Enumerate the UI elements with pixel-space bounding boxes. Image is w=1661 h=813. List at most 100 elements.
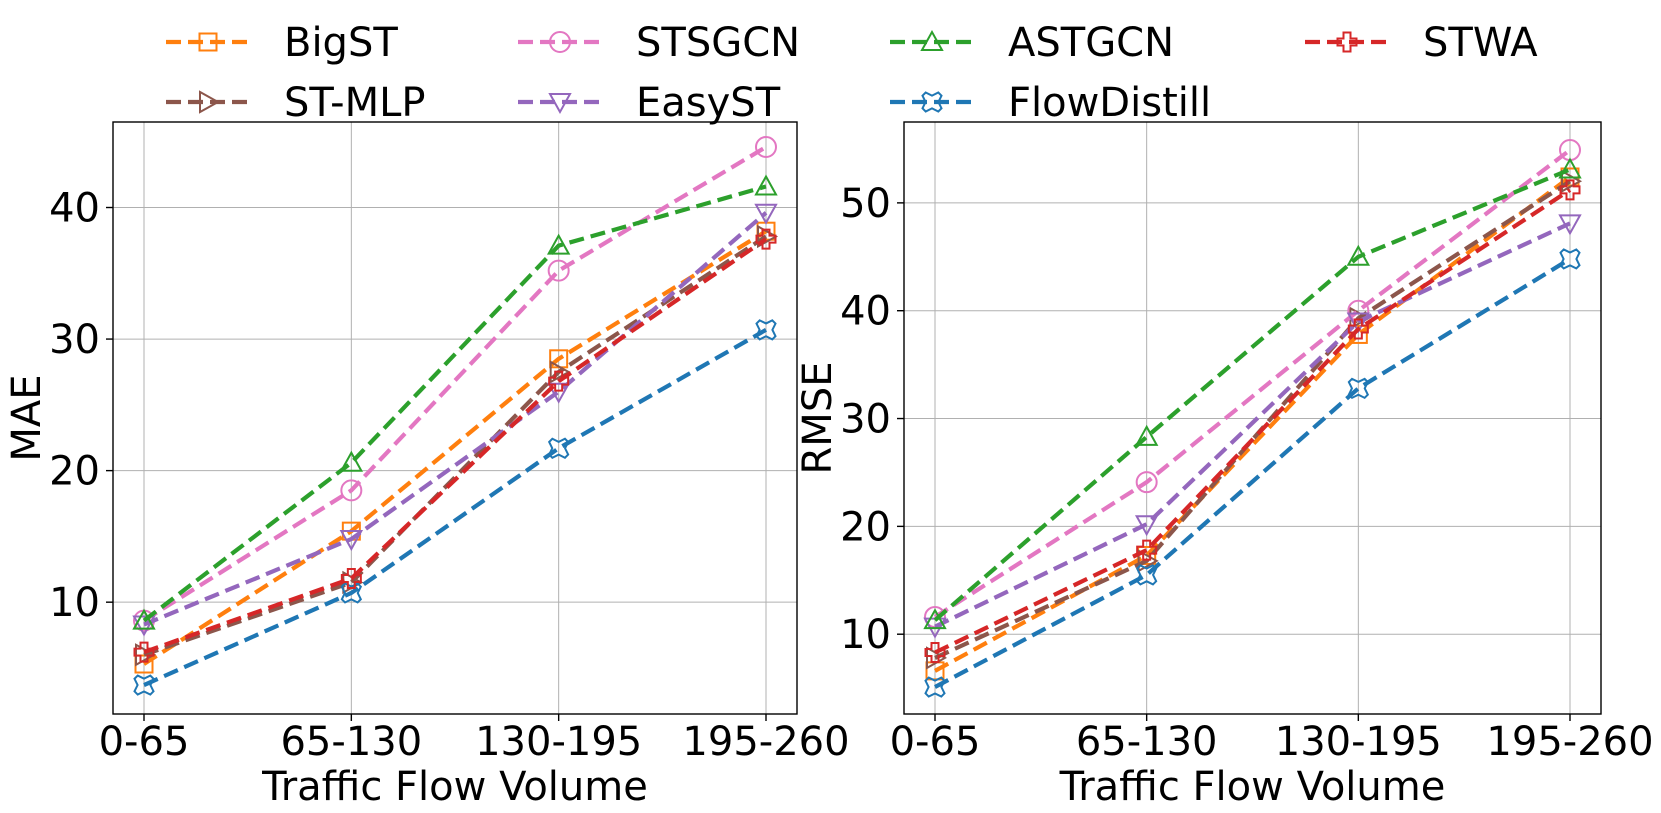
- rmse-point-flowdistill-0: [924, 676, 946, 698]
- mae-series-bigst: [134, 221, 776, 674]
- mae-series-stsgcn: [133, 135, 777, 632]
- rmse-series-flowdistill: [924, 248, 1581, 698]
- rmse-line-flowdistill: [934, 257, 1572, 689]
- legend-label: BigST: [284, 20, 398, 66]
- mae-line-stwa: [143, 237, 768, 655]
- rmse-xtick-label: 65-130: [1076, 719, 1218, 765]
- legend-label: EasyST: [636, 80, 781, 126]
- rmse-ytick-label: 50: [840, 181, 891, 227]
- rmse-series-astgcn: [923, 157, 1582, 630]
- legend-marker: [198, 32, 218, 52]
- mae-point-astgcn-1: [339, 450, 364, 472]
- legend-item-stwa: STWA: [1305, 20, 1538, 66]
- legend-marker: [1336, 31, 1358, 53]
- rmse-series-stwa: [924, 179, 1581, 664]
- mae-chart: 0-65 65-130 130-195 195-260 10 20 30 40 Traffic …: [4, 121, 850, 810]
- rmse-line-astgcn: [933, 167, 1571, 622]
- legend-label: FlowDistill: [1008, 80, 1211, 126]
- mae-line-astgcn: [142, 184, 767, 623]
- rmse-xlabel: Traffic Flow Volume: [1059, 764, 1446, 810]
- legend-label: STSGCN: [636, 20, 800, 66]
- rmse-point-stsgcn-0: [924, 605, 946, 628]
- rmse-xtick-label: 130-195: [1275, 719, 1442, 765]
- mae-point-easyst-3: [754, 203, 778, 225]
- mae-ylabel: MAE: [4, 374, 50, 461]
- rmse-ytick-label: 10: [840, 612, 891, 658]
- mae-point-st-mlp-2: [549, 360, 571, 384]
- rmse-ytick-label: 20: [840, 504, 891, 550]
- rmse-point-stwa-0: [924, 642, 946, 664]
- rmse-point-stwa-2: [1347, 318, 1369, 340]
- mae-ytick-label: 20: [49, 449, 100, 495]
- mae-point-stsgcn-3: [755, 135, 777, 158]
- legend-item-stsgcn: STSGCN: [518, 20, 800, 66]
- mae-point-easyst-2: [546, 382, 571, 404]
- rmse-point-easyst-1: [1134, 515, 1159, 537]
- rmse-point-astgcn-1: [1134, 424, 1159, 446]
- mae-point-flowdistill-3: [755, 319, 777, 341]
- rmse-point-easyst-2: [1346, 312, 1371, 334]
- legend-marker: [920, 29, 944, 51]
- rmse-xtick-label: 0-65: [890, 719, 981, 765]
- rmse-point-st-mlp-1: [1137, 549, 1159, 573]
- rmse-point-st-mlp-3: [1561, 169, 1583, 194]
- mae-point-astgcn-3: [754, 174, 778, 196]
- mae-line-easyst: [143, 211, 768, 627]
- mae-point-flowdistill-2: [547, 437, 570, 459]
- mae-point-stwa-1: [340, 567, 362, 589]
- rmse-ylabel: RMSE: [795, 362, 841, 475]
- rmse-point-flowdistill-1: [1135, 564, 1158, 586]
- mae-xtick-label: 130-195: [475, 719, 642, 765]
- rmse-ytick-label: 30: [840, 397, 891, 443]
- rmse-point-stsgcn-1: [1135, 471, 1158, 494]
- mae-point-astgcn-0: [132, 608, 156, 630]
- mae-ytick-label: 30: [49, 317, 100, 363]
- mae-series-stwa: [133, 228, 777, 663]
- legend: BigST STSGCN ASTGCN STWA ST-MLP EasyST FlowDis…: [166, 20, 1538, 126]
- mae-point-flowdistill-0: [133, 674, 155, 696]
- mae-point-stsgcn-1: [340, 479, 363, 502]
- rmse-line-bigst: [933, 175, 1572, 673]
- rmse-series-stsgcn: [924, 139, 1581, 628]
- legend-label: STWA: [1423, 20, 1538, 66]
- mae-point-stwa-3: [755, 228, 777, 250]
- rmse-point-bigst-2: [1348, 324, 1368, 344]
- legend-marker: [921, 91, 943, 113]
- mae-xtick-label: 65-130: [280, 719, 422, 765]
- mae-point-astgcn-2: [546, 233, 571, 255]
- legend-item-bigst: BigST: [166, 20, 398, 66]
- mae-point-stsgcn-2: [547, 259, 570, 282]
- legend-marker: [549, 31, 571, 53]
- mae-xtick-label: 195-260: [682, 719, 849, 765]
- rmse-chart: 0-65 65-130 130-195 195-260 10 20 30 40 50 Traffi…: [795, 121, 1654, 810]
- rmse-line-stwa: [934, 188, 1572, 655]
- rmse-point-flowdistill-3: [1559, 248, 1581, 270]
- rmse-point-astgcn-0: [923, 608, 947, 630]
- mae-ytick-label: 10: [49, 580, 100, 626]
- mae-point-stwa-2: [548, 370, 570, 392]
- mae-xtick-label: 0-65: [99, 719, 190, 765]
- mae-line-bigst: [142, 229, 768, 666]
- rmse-point-stwa-1: [1136, 539, 1158, 561]
- legend-marker: [199, 90, 221, 114]
- rmse-point-flowdistill-2: [1347, 377, 1370, 400]
- mae-ytick-label: 40: [49, 186, 100, 232]
- legend-label: ASTGCN: [1008, 20, 1174, 66]
- legend-label: ST-MLP: [284, 80, 426, 126]
- rmse-point-astgcn-2: [1346, 244, 1371, 266]
- legend-item-easyst: EasyST: [518, 80, 781, 126]
- rmse-series-easyst: [923, 214, 1582, 639]
- rmse-line-st-mlp: [934, 179, 1572, 660]
- rmse-point-astgcn-3: [1558, 157, 1582, 179]
- mae-line-flowdistill: [143, 328, 768, 687]
- rmse-line-easyst: [934, 221, 1571, 629]
- legend-item-astgcn: ASTGCN: [890, 20, 1174, 66]
- mae-line-st-mlp: [143, 234, 768, 657]
- mae-series-easyst: [132, 203, 778, 637]
- legend-item-flowdistill: FlowDistill: [890, 80, 1211, 126]
- rmse-xtick-label: 195-260: [1486, 719, 1653, 765]
- mae-point-easyst-1: [339, 530, 364, 552]
- mae-series-flowdistill: [133, 319, 777, 696]
- rmse-line-stsgcn: [933, 148, 1572, 619]
